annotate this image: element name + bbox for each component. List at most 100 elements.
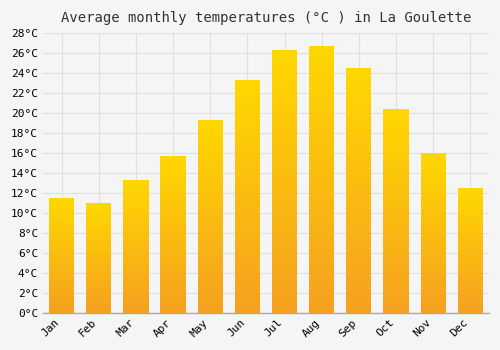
Bar — [198, 190, 223, 194]
Bar — [346, 166, 372, 170]
Bar — [346, 174, 372, 178]
Bar — [198, 216, 223, 219]
Bar — [86, 303, 112, 305]
Bar — [198, 203, 223, 207]
Bar — [198, 226, 223, 229]
Bar — [458, 200, 483, 202]
Bar — [234, 309, 260, 313]
Bar — [384, 204, 408, 208]
Bar — [346, 149, 372, 154]
Bar — [309, 60, 334, 64]
Bar — [49, 305, 74, 307]
Bar — [384, 180, 408, 184]
Bar — [346, 146, 372, 150]
Bar — [384, 136, 408, 140]
Bar — [346, 113, 372, 117]
Bar — [458, 194, 483, 196]
Bar — [384, 170, 408, 174]
Bar — [234, 185, 260, 189]
Bar — [123, 182, 148, 184]
Bar — [272, 247, 297, 251]
Bar — [198, 252, 223, 255]
Bar — [234, 274, 260, 278]
Bar — [86, 263, 112, 265]
Bar — [346, 227, 372, 231]
Bar — [234, 134, 260, 138]
Bar — [234, 270, 260, 274]
Bar — [272, 107, 297, 111]
Bar — [309, 135, 334, 139]
Bar — [420, 153, 446, 313]
Bar — [309, 64, 334, 68]
Bar — [86, 276, 112, 278]
Bar — [123, 202, 148, 204]
Bar — [86, 219, 112, 221]
Bar — [420, 169, 446, 172]
Bar — [272, 151, 297, 155]
Bar — [198, 236, 223, 239]
Bar — [198, 200, 223, 203]
Bar — [86, 261, 112, 263]
Bar — [346, 84, 372, 89]
Bar — [272, 195, 297, 199]
Bar — [420, 254, 446, 257]
Bar — [309, 224, 334, 228]
Bar — [458, 246, 483, 248]
Bar — [309, 228, 334, 233]
Bar — [198, 245, 223, 248]
Bar — [198, 271, 223, 274]
Bar — [458, 257, 483, 259]
Bar — [384, 150, 408, 153]
Bar — [420, 211, 446, 214]
Bar — [272, 81, 297, 85]
Bar — [309, 95, 334, 99]
Bar — [160, 279, 186, 281]
Bar — [420, 166, 446, 169]
Bar — [123, 215, 148, 217]
Bar — [160, 205, 186, 208]
Bar — [272, 94, 297, 98]
Bar — [458, 213, 483, 215]
Bar — [123, 204, 148, 206]
Bar — [420, 304, 446, 307]
Bar — [86, 208, 112, 210]
Bar — [420, 278, 446, 281]
Bar — [49, 226, 74, 229]
Bar — [49, 240, 74, 242]
Bar — [384, 282, 408, 286]
Bar — [123, 290, 148, 293]
Bar — [234, 92, 260, 96]
Bar — [234, 208, 260, 212]
Bar — [86, 203, 112, 313]
Bar — [86, 250, 112, 252]
Bar — [458, 244, 483, 246]
Bar — [123, 206, 148, 209]
Bar — [234, 173, 260, 177]
Bar — [49, 203, 74, 205]
Bar — [49, 278, 74, 280]
Bar — [86, 307, 112, 309]
Bar — [86, 216, 112, 217]
Bar — [49, 230, 74, 232]
Bar — [49, 255, 74, 257]
Bar — [420, 294, 446, 297]
Bar — [123, 301, 148, 304]
Bar — [420, 265, 446, 267]
Bar — [458, 190, 483, 192]
Bar — [346, 68, 372, 72]
Bar — [49, 209, 74, 211]
Bar — [234, 181, 260, 185]
Bar — [160, 216, 186, 219]
Bar — [86, 247, 112, 248]
Bar — [309, 77, 334, 82]
Bar — [420, 289, 446, 291]
Bar — [123, 268, 148, 271]
Bar — [123, 195, 148, 198]
Bar — [49, 259, 74, 261]
Bar — [234, 254, 260, 258]
Bar — [123, 233, 148, 235]
Bar — [272, 243, 297, 247]
Bar — [420, 283, 446, 286]
Bar — [160, 305, 186, 307]
Bar — [309, 175, 334, 180]
